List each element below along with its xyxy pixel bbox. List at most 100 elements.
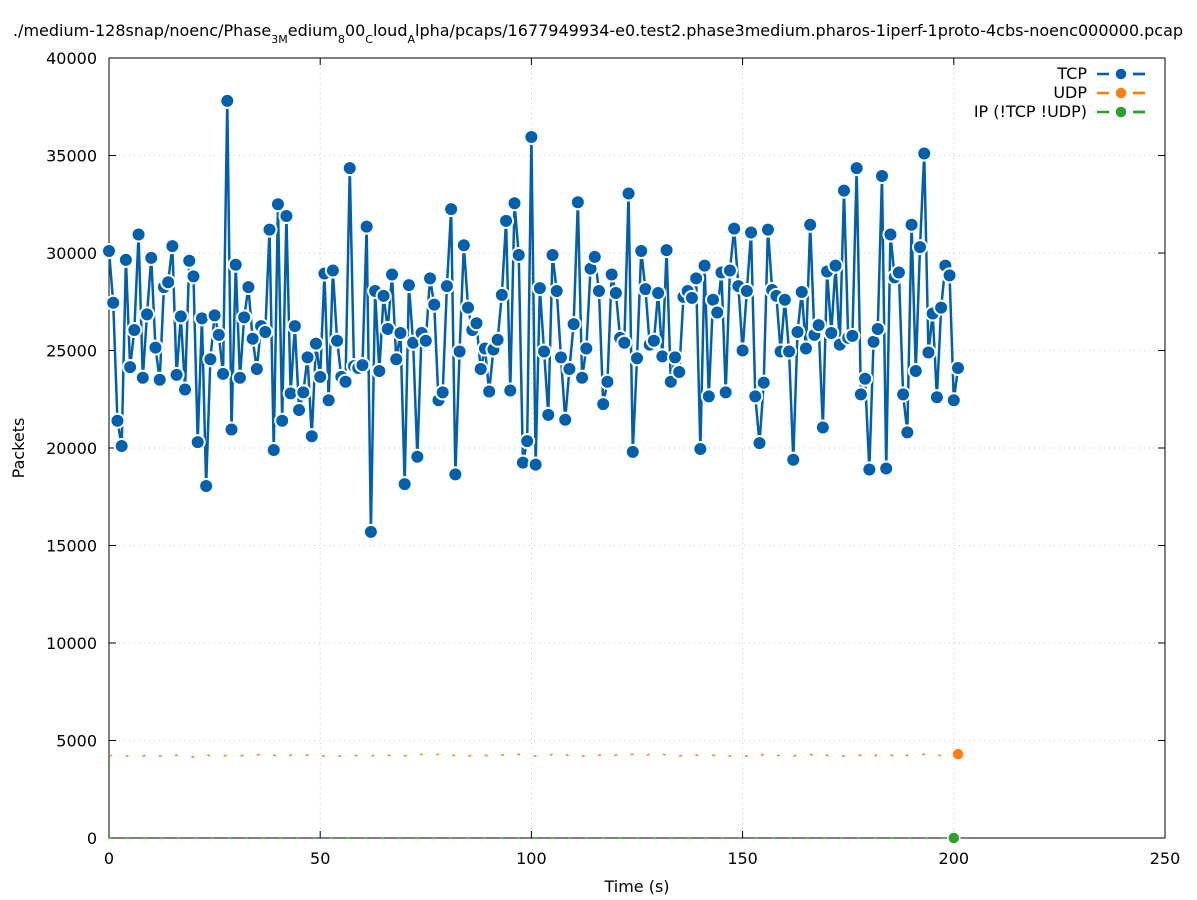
data-point: [274, 412, 291, 429]
data-point: [489, 331, 506, 348]
y-tick-label: 35000: [46, 147, 97, 166]
data-point: [916, 145, 933, 162]
data-point: [329, 332, 346, 349]
legend-swatch-marker: [1114, 67, 1128, 81]
data-point: [400, 277, 417, 294]
data-point: [295, 384, 312, 401]
data-point: [624, 443, 641, 460]
data-point: [951, 747, 965, 761]
data-point: [231, 369, 248, 386]
data-point: [151, 371, 168, 388]
data-point: [827, 257, 844, 274]
legend-label: UDP: [1053, 83, 1087, 102]
x-tick-label: 0: [104, 849, 114, 868]
data-point: [835, 182, 852, 199]
data-point: [869, 321, 886, 338]
data-point: [236, 309, 253, 326]
x-tick-label: 50: [310, 849, 330, 868]
data-point: [510, 246, 527, 263]
data-point: [945, 392, 962, 409]
data-point: [607, 284, 624, 301]
data-point: [844, 327, 861, 344]
data-point: [810, 317, 827, 334]
data-point: [734, 342, 751, 359]
data-point: [502, 382, 519, 399]
data-point: [240, 279, 257, 296]
data-point: [861, 461, 878, 478]
ticks: 0 50 100 150 200 250 0 5000 10000 15000 20000 25000…: [46, 49, 1180, 868]
data-point: [493, 286, 510, 303]
data-point: [776, 291, 793, 308]
plot-area: [101, 92, 967, 845]
data-point: [527, 456, 544, 473]
y-tick-label: 0: [87, 829, 97, 848]
data-point: [933, 299, 950, 316]
data-point: [278, 207, 295, 224]
data-point: [599, 373, 616, 390]
data-point: [912, 239, 929, 256]
data-point: [177, 381, 194, 398]
data-point: [928, 389, 945, 406]
data-point: [160, 274, 177, 291]
data-point: [941, 267, 958, 284]
data-point: [950, 360, 967, 377]
data-point: [219, 92, 236, 109]
data-point: [814, 419, 831, 436]
data-point: [185, 268, 202, 285]
data-point: [907, 362, 924, 379]
data-point: [227, 256, 244, 273]
legend-swatch-marker: [1114, 86, 1128, 100]
data-point: [947, 831, 961, 845]
data-point: [823, 324, 840, 341]
data-point: [210, 326, 227, 343]
data-point: [590, 283, 607, 300]
data-point: [531, 280, 548, 297]
y-tick-label: 15000: [46, 537, 97, 556]
data-point: [198, 478, 215, 495]
data-point: [802, 216, 819, 233]
data-point: [101, 243, 117, 260]
data-point: [455, 237, 472, 254]
data-point: [603, 266, 620, 283]
data-point: [721, 262, 738, 279]
data-point: [688, 270, 705, 287]
data-point: [341, 160, 358, 177]
data-point: [261, 221, 278, 238]
data-point: [743, 224, 760, 241]
data-point: [168, 366, 185, 383]
data-point: [857, 370, 874, 387]
data-point: [147, 339, 164, 356]
data-point: [130, 226, 147, 243]
series-1: [108, 747, 965, 761]
data-point: [629, 350, 645, 367]
data-point: [789, 323, 806, 340]
data-point: [265, 441, 282, 458]
data-point: [468, 315, 485, 332]
data-point: [667, 349, 684, 366]
x-axis-title: Time (s): [603, 877, 669, 896]
data-point: [396, 476, 413, 493]
data-point: [878, 460, 895, 477]
data-point: [658, 242, 675, 259]
legend-swatch-marker: [1114, 105, 1128, 119]
series-0: [101, 92, 967, 540]
data-point: [899, 424, 916, 441]
data-point: [552, 349, 569, 366]
data-point: [409, 448, 426, 465]
data-point: [286, 318, 303, 335]
data-point: [557, 411, 574, 428]
legend-label: TCP: [1056, 64, 1087, 83]
data-point: [113, 438, 130, 455]
data-point: [447, 466, 464, 483]
data-point: [852, 386, 869, 403]
data-point: [426, 296, 443, 313]
data-point: [700, 388, 717, 405]
data-point: [472, 361, 489, 378]
data-point: [109, 412, 126, 429]
data-point: [384, 266, 401, 283]
data-point: [616, 334, 633, 351]
data-point: [738, 283, 755, 300]
data-point: [781, 343, 798, 360]
data-point: [324, 262, 341, 279]
data-point: [105, 294, 122, 311]
